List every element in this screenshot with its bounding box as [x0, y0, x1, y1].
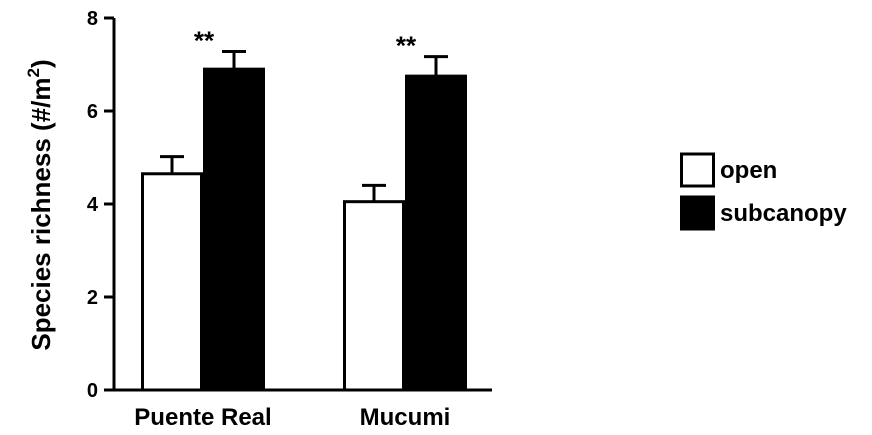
x-tick-label: Mucumi	[360, 404, 451, 431]
y-tick-label: 8	[87, 8, 98, 30]
y-axis-title-close: )	[26, 59, 56, 68]
y-axis-title: Species richness (#/m2)	[24, 59, 56, 350]
bar-subcanopy	[405, 74, 467, 392]
significance-label: **	[194, 25, 215, 55]
y-tick-label: 4	[87, 194, 99, 216]
bar-subcanopy	[203, 67, 265, 392]
x-tick-labels: Puente Real Mucumi	[134, 404, 450, 431]
bar-open	[141, 172, 203, 392]
bars: ** **	[141, 25, 467, 392]
y-ticks: 0 2 4 6 8	[87, 8, 114, 402]
y-axis-title-text: Species richness (#/m	[26, 78, 56, 351]
y-axis-title-superscript: 2	[24, 68, 43, 77]
y-axis-title-group: Species richness (#/m2)	[24, 59, 56, 350]
y-tick-label: 6	[87, 101, 98, 123]
y-tick-label: 2	[87, 287, 98, 309]
significance-label: **	[396, 31, 417, 61]
legend-label-subcanopy: subcanopy	[720, 200, 847, 227]
x-tick-label: Puente Real	[134, 404, 271, 431]
legend-swatch-open	[680, 152, 715, 188]
legend: open subcanopy	[680, 152, 847, 231]
bar-open	[343, 200, 405, 392]
y-tick-label: 0	[87, 380, 98, 402]
legend-swatch-subcanopy	[680, 195, 715, 231]
legend-label-open: open	[720, 157, 777, 184]
